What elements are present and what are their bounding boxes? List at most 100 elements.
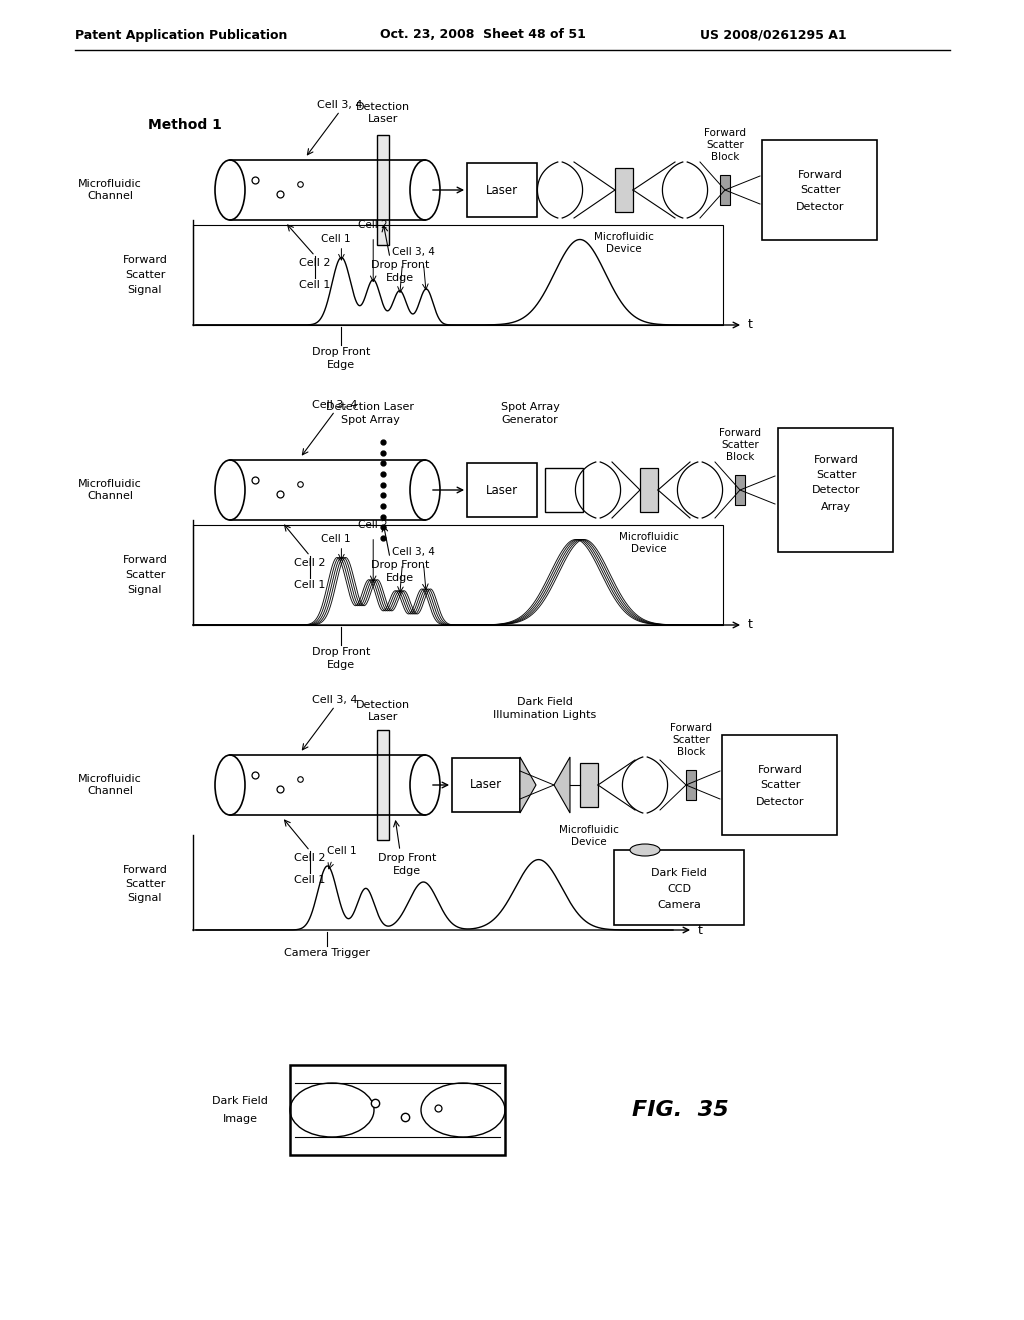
Text: Forward: Forward xyxy=(670,723,712,733)
Text: Drop Front: Drop Front xyxy=(312,647,371,657)
Text: Cell 1: Cell 1 xyxy=(294,579,326,590)
Text: Scatter: Scatter xyxy=(672,735,710,744)
Bar xyxy=(377,135,389,246)
Bar xyxy=(735,475,745,506)
Text: Detection Laser: Detection Laser xyxy=(326,403,414,412)
Polygon shape xyxy=(520,756,536,813)
Bar xyxy=(377,730,389,840)
Text: Illumination Lights: Illumination Lights xyxy=(494,710,597,719)
Text: Block: Block xyxy=(711,152,739,162)
Text: Microfluidic
Channel: Microfluidic Channel xyxy=(78,180,142,201)
Text: Detector: Detector xyxy=(812,484,860,495)
Bar xyxy=(720,176,730,205)
Text: Method 1: Method 1 xyxy=(148,117,222,132)
Text: US 2008/0261295 A1: US 2008/0261295 A1 xyxy=(700,29,847,41)
Bar xyxy=(640,469,658,512)
Text: Cell 2: Cell 2 xyxy=(299,257,331,268)
Text: Microfluidic: Microfluidic xyxy=(559,825,618,836)
Text: Scatter: Scatter xyxy=(816,470,856,480)
Text: Forward: Forward xyxy=(758,766,803,775)
Text: Scatter: Scatter xyxy=(721,440,759,450)
Text: Dark Field: Dark Field xyxy=(212,1096,268,1106)
Text: Cell 2: Cell 2 xyxy=(294,853,326,863)
Text: Device: Device xyxy=(571,837,607,847)
Text: Cell 3, 4: Cell 3, 4 xyxy=(312,400,357,411)
Bar xyxy=(686,770,696,800)
Text: Forward: Forward xyxy=(123,255,168,265)
Text: t: t xyxy=(748,318,753,331)
Text: Camera: Camera xyxy=(657,900,701,909)
Text: Cell 2: Cell 2 xyxy=(358,220,388,231)
Bar xyxy=(467,463,537,517)
Text: Laser: Laser xyxy=(486,483,518,496)
Text: CCD: CCD xyxy=(667,884,691,894)
Bar xyxy=(580,763,598,807)
Text: Laser: Laser xyxy=(368,711,398,722)
Text: Scatter: Scatter xyxy=(125,570,165,579)
Text: Cell 1: Cell 1 xyxy=(322,535,351,544)
Text: Forward: Forward xyxy=(813,455,858,465)
Text: Detector: Detector xyxy=(796,202,844,213)
Text: Forward: Forward xyxy=(705,128,746,139)
Text: Drop Front: Drop Front xyxy=(371,260,429,271)
Text: Scatter: Scatter xyxy=(125,271,165,280)
Text: Drop Front: Drop Front xyxy=(312,347,371,356)
Text: Cell 1: Cell 1 xyxy=(322,234,351,244)
Text: Microfluidic
Channel: Microfluidic Channel xyxy=(78,775,142,796)
Text: Forward: Forward xyxy=(719,428,761,438)
Bar xyxy=(762,140,877,240)
Text: t: t xyxy=(698,924,702,936)
Text: Scatter: Scatter xyxy=(800,185,840,195)
Text: Edge: Edge xyxy=(328,360,355,370)
Bar xyxy=(545,469,583,512)
Text: Microfluidic: Microfluidic xyxy=(594,232,654,242)
Text: Cell 2: Cell 2 xyxy=(358,520,388,531)
Text: Cell 3, 4: Cell 3, 4 xyxy=(391,248,434,257)
Text: Oct. 23, 2008  Sheet 48 of 51: Oct. 23, 2008 Sheet 48 of 51 xyxy=(380,29,586,41)
Text: Cell 3, 4: Cell 3, 4 xyxy=(312,696,357,705)
Text: Dark Field: Dark Field xyxy=(517,697,573,708)
Text: Signal: Signal xyxy=(128,585,162,595)
Text: Detector: Detector xyxy=(756,797,804,807)
Bar xyxy=(290,1065,505,1155)
Text: Detection: Detection xyxy=(356,102,410,112)
Bar xyxy=(467,162,537,216)
Text: Forward: Forward xyxy=(123,865,168,875)
Text: Edge: Edge xyxy=(386,573,414,583)
Text: Signal: Signal xyxy=(128,894,162,903)
Text: Scatter: Scatter xyxy=(125,879,165,888)
Bar xyxy=(722,735,837,836)
Text: Laser: Laser xyxy=(486,183,518,197)
Text: Spot Array: Spot Array xyxy=(501,403,559,412)
Ellipse shape xyxy=(630,843,660,855)
Text: Cell 3, 4: Cell 3, 4 xyxy=(391,548,434,557)
Text: Forward: Forward xyxy=(798,170,843,180)
Text: Cell 1: Cell 1 xyxy=(327,846,356,857)
Text: Microfluidic: Microfluidic xyxy=(620,532,679,543)
Text: Cell 2: Cell 2 xyxy=(294,558,326,568)
Text: Drop Front: Drop Front xyxy=(371,560,429,570)
Text: Spot Array: Spot Array xyxy=(341,414,399,425)
Bar xyxy=(778,428,893,552)
Text: t: t xyxy=(748,619,753,631)
Text: Microfluidic
Channel: Microfluidic Channel xyxy=(78,479,142,500)
Text: Signal: Signal xyxy=(128,285,162,294)
Text: Block: Block xyxy=(677,747,706,756)
Text: Edge: Edge xyxy=(386,273,414,282)
Bar xyxy=(615,168,633,213)
Text: Laser: Laser xyxy=(470,779,502,792)
Bar xyxy=(614,850,744,925)
Bar xyxy=(452,758,520,812)
Bar xyxy=(193,224,723,325)
Text: Array: Array xyxy=(821,502,851,512)
Text: Cell 1: Cell 1 xyxy=(299,280,331,290)
Text: Laser: Laser xyxy=(368,114,398,124)
Text: Cell 1: Cell 1 xyxy=(294,875,326,884)
Text: Camera Trigger: Camera Trigger xyxy=(285,948,371,958)
Text: Edge: Edge xyxy=(393,866,421,876)
Text: Forward: Forward xyxy=(123,554,168,565)
Text: Image: Image xyxy=(222,1114,257,1125)
Text: Dark Field: Dark Field xyxy=(651,869,707,878)
Text: Device: Device xyxy=(631,544,667,554)
Text: Cell 3, 4: Cell 3, 4 xyxy=(317,100,362,110)
